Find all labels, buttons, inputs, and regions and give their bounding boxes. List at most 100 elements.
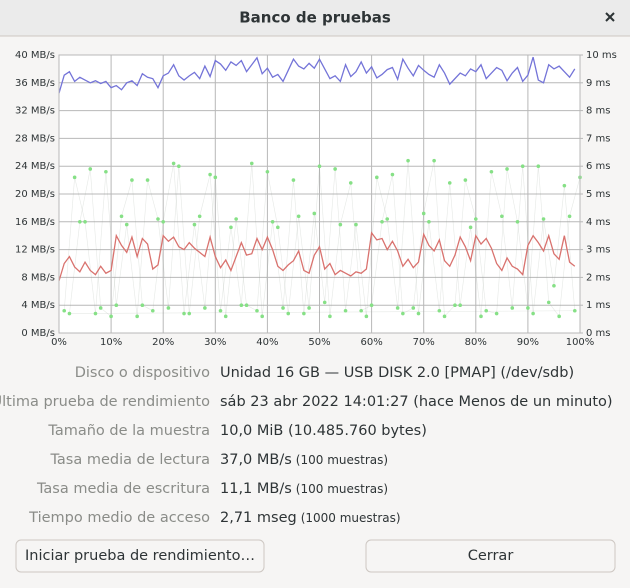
access-trace-segment (548, 302, 560, 317)
access-point (239, 303, 244, 308)
access-trace-segment (459, 227, 471, 306)
access-point (463, 178, 468, 182)
info-value: 37,0 MB/s (100 muestras) (220, 452, 388, 468)
access-point (541, 217, 546, 221)
access-trace-segment (355, 224, 367, 317)
info-label: Tamaño de la muestra (47, 423, 210, 439)
access-point (484, 308, 489, 313)
benchmark-button-label[interactable]: Iniciar prueba de rendimiento… (25, 548, 255, 564)
access-point (479, 314, 483, 319)
y2-tick-label: 4 ms (586, 217, 611, 228)
x-tick-label: 70% (413, 337, 435, 348)
access-trace-segment (199, 174, 211, 217)
x-tick-label: 90% (517, 337, 539, 348)
access-trace-segment (63, 177, 75, 311)
info-value-text: 10,0 MiB (10.485.760 bytes) (220, 423, 427, 439)
access-trace-segment (350, 182, 362, 311)
info-label: Tiempo medio de acceso (28, 510, 210, 526)
access-trace-segment (95, 171, 107, 314)
access-point (156, 217, 160, 221)
y-tick-label: 0 MB/s (21, 328, 55, 339)
access-point (119, 214, 124, 219)
access-trace-segment (324, 168, 336, 303)
access-point (109, 314, 113, 319)
access-point (244, 303, 249, 308)
access-trace-segment (142, 304, 153, 312)
access-trace-segment (100, 307, 112, 317)
info-value-text: 2,71 mseg (220, 510, 297, 526)
access-point (505, 167, 509, 171)
access-point (83, 220, 87, 224)
access-trace-segment (319, 166, 331, 317)
benchmark-button[interactable] (15, 539, 265, 573)
info-value: 11,1 MB/s (100 muestras) (220, 481, 388, 497)
access-point (62, 308, 67, 313)
access-point (223, 314, 228, 319)
access-point (421, 211, 426, 216)
access-point (114, 303, 119, 308)
info-label: Tasa media de escritura (36, 481, 210, 497)
close-button[interactable] (605, 12, 615, 22)
access-point (182, 311, 186, 316)
access-point (338, 222, 343, 227)
access-trace-segment (366, 177, 378, 317)
x-tick-label: 80% (465, 337, 487, 348)
access-point (369, 303, 374, 308)
access-point (171, 161, 176, 166)
access-point (145, 178, 150, 182)
access-trace-segment (428, 221, 440, 311)
access-trace-segment (204, 177, 216, 309)
x-tick-label: 40% (256, 337, 278, 348)
access-point (140, 303, 145, 308)
access-point (531, 311, 535, 316)
access-point (312, 211, 317, 216)
access-point (536, 164, 541, 168)
access-point (489, 169, 494, 174)
access-point (348, 181, 353, 185)
y2-tick-label: 10 ms (586, 50, 617, 61)
close-dialog-button[interactable] (365, 539, 616, 573)
access-trace-segment (465, 180, 477, 220)
access-point (458, 303, 462, 308)
access-point (135, 314, 139, 319)
access-trace-segment (183, 224, 195, 314)
info-value-note: (100 muestras) (296, 453, 388, 467)
access-trace-segment (230, 227, 242, 306)
access-point (317, 164, 322, 168)
access-trace-segment (89, 168, 101, 309)
access-point (177, 164, 181, 168)
info-value: Unidad 16 GB — USB DISK 2.0 [PMAP] (/dev… (220, 365, 574, 381)
access-trace-segment (308, 166, 320, 309)
access-point (380, 220, 384, 224)
y2-tick-label: 3 ms (586, 245, 611, 256)
access-trace-segment (79, 168, 91, 222)
access-point (166, 306, 171, 310)
access-trace-segment (480, 171, 492, 317)
access-point (265, 169, 270, 174)
access-trace-segment (538, 166, 550, 303)
close-dialog-button-label[interactable]: Cerrar (468, 548, 514, 564)
y-tick-label: 32 MB/s (15, 106, 55, 117)
access-trace-segment (209, 174, 221, 311)
dialog-title: Banco de pruebas (239, 9, 391, 27)
access-point (187, 311, 192, 316)
series-line (58, 56, 576, 94)
access-trace-segment (293, 180, 305, 314)
access-trace-segment (105, 171, 117, 306)
access-trace-segment (564, 185, 576, 311)
y-tick-label: 12 MB/s (15, 245, 55, 256)
access-point (302, 311, 306, 316)
access-trace-segment (376, 177, 388, 220)
access-trace-segment (511, 166, 523, 309)
info-value-text: sáb 23 abr 2022 14:01:27 (hace Menos de … (220, 394, 613, 410)
access-trace-segment (329, 224, 341, 317)
access-trace-segment (517, 221, 529, 309)
access-trace-segment (220, 227, 232, 311)
y-tick-label: 36 MB/s (15, 78, 55, 89)
access-trace-segment (506, 168, 518, 222)
access-point (427, 220, 431, 224)
access-point (161, 220, 165, 224)
access-trace-segment (225, 218, 237, 317)
access-point (562, 183, 567, 188)
y-tick-label: 4 MB/s (21, 300, 55, 311)
